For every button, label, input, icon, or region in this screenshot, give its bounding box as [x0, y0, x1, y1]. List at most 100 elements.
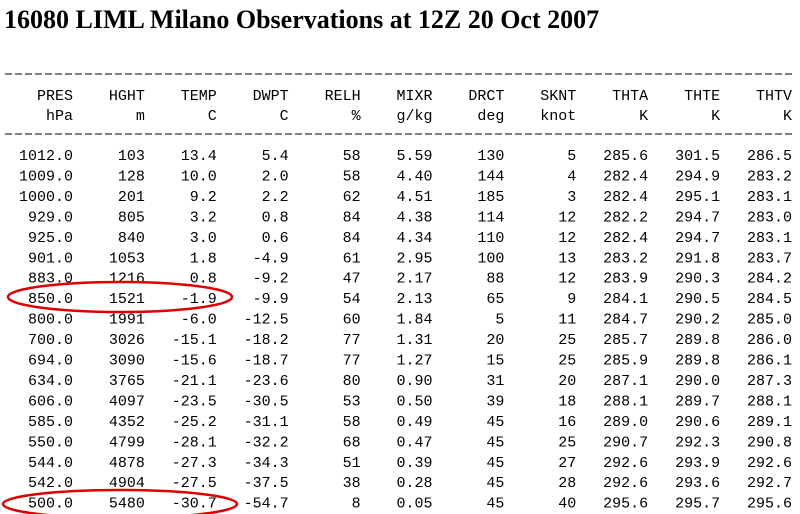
column-header: K [783, 108, 792, 125]
table-cell: 0.8 [190, 271, 217, 288]
table-cell: 18 [558, 393, 576, 410]
table-cell: 68 [343, 434, 361, 451]
table-cell: 54 [343, 291, 361, 308]
table-cell: -18.2 [244, 332, 289, 349]
table-cell: 20 [558, 373, 576, 390]
table-cell: 3 [567, 189, 576, 206]
table-cell: 0.05 [396, 496, 432, 513]
table-cell: 290.8 [747, 434, 792, 451]
table-cell: 4.40 [396, 168, 432, 185]
table-cell: 39 [486, 393, 504, 410]
table-cell: 40 [558, 496, 576, 513]
table-cell: 0.90 [396, 373, 432, 390]
table-cell: 5 [567, 148, 576, 165]
column-header: SKNT [540, 88, 576, 105]
table-cell: -27.5 [172, 475, 217, 492]
table-cell: 28 [558, 475, 576, 492]
table-cell: 1000.0 [19, 189, 73, 206]
table-cell: 500.0 [28, 496, 73, 513]
table-cell: 2.0 [262, 168, 289, 185]
column-header: THTV [756, 88, 792, 105]
table-cell: 16 [558, 414, 576, 431]
table-cell: 0.39 [396, 455, 432, 472]
table-cell: 1.84 [396, 312, 432, 329]
table-cell: 4.34 [396, 230, 432, 247]
table-cell: 9.2 [190, 189, 217, 206]
table-cell: 550.0 [28, 434, 73, 451]
table: PRES hPa HGHT m TEMP C DWPT C RELH% MIXR g/kg DRCT d… [19, 88, 792, 513]
table-cell: 283.1 [747, 230, 792, 247]
table-cell: 800.0 [28, 312, 73, 329]
table-cell: 301.5 [675, 148, 720, 165]
table-cell: 103 [118, 148, 145, 165]
table-cell: 295.6 [603, 496, 648, 513]
column-header: PRES [37, 88, 73, 105]
table-cell: 12 [558, 230, 576, 247]
table-cell: 694.0 [28, 353, 73, 370]
table-cell: 2.17 [396, 271, 432, 288]
table-cell: 805 [118, 209, 145, 226]
table-cell: 3.2 [190, 209, 217, 226]
column-header: HGHT [109, 88, 145, 105]
table-cell: 700.0 [28, 332, 73, 349]
table-cell: 283.9 [603, 271, 648, 288]
table-cell: 1.31 [396, 332, 432, 349]
table-cell: 0.50 [396, 393, 432, 410]
table-cell: 53 [343, 393, 361, 410]
table-cell: 12 [558, 209, 576, 226]
table-cell: 292.7 [747, 475, 792, 492]
table-cell: -25.2 [172, 414, 217, 431]
table-cell: -30.7 [172, 496, 217, 513]
table-cell: -31.1 [244, 414, 289, 431]
table-cell: 4.51 [396, 189, 432, 206]
table-cell: 290.6 [675, 414, 720, 431]
table-cell: 295.6 [747, 496, 792, 513]
table-cell: -32.2 [244, 434, 289, 451]
table-cell: 283.2 [747, 168, 792, 185]
column-header: knot [540, 108, 576, 125]
table-cell: 292.6 [747, 455, 792, 472]
column-header: C [280, 108, 289, 125]
table-cell: 27 [558, 455, 576, 472]
table-cell: 294.7 [675, 230, 720, 247]
table-cell: 128 [118, 168, 145, 185]
table-cell: 288.1 [747, 393, 792, 410]
table-cell: 290.0 [675, 373, 720, 390]
table-cell: 292.3 [675, 434, 720, 451]
table-cell: -27.3 [172, 455, 217, 472]
table-cell: 25 [558, 353, 576, 370]
table-cell: 291.8 [675, 250, 720, 267]
column-header: C [208, 108, 217, 125]
table-cell: 4799 [109, 434, 145, 451]
table-cell: 286.1 [747, 353, 792, 370]
table-cell: 77 [343, 353, 361, 370]
table-cell: 88 [486, 271, 504, 288]
table-cell: 31 [486, 373, 504, 390]
table-cell: 2.13 [396, 291, 432, 308]
table-cell: 12 [558, 271, 576, 288]
table-cell: 114 [477, 209, 504, 226]
highlight-ellipse [1, 488, 239, 514]
table-cell: 283.1 [747, 189, 792, 206]
table-cell: 4.38 [396, 209, 432, 226]
table-cell: 8 [352, 496, 361, 513]
table-cell: 45 [486, 434, 504, 451]
table-cell: 1216 [109, 271, 145, 288]
table-cell: -9.2 [253, 271, 289, 288]
table-cell: 60 [343, 312, 361, 329]
table-cell: 290.5 [675, 291, 720, 308]
table-cell: -21.1 [172, 373, 217, 390]
table-cell: 11 [558, 312, 576, 329]
table-cell: -34.3 [244, 455, 289, 472]
table-cell: 80 [343, 373, 361, 390]
column-header: g/kg [396, 108, 432, 125]
table-cell: 13.4 [181, 148, 217, 165]
table-cell: 5.4 [262, 148, 289, 165]
table-cell: 61 [343, 250, 361, 267]
table-cell: 77 [343, 332, 361, 349]
table-cell: 1012.0 [19, 148, 73, 165]
table-cell: 294.9 [675, 168, 720, 185]
table-cell: 0.28 [396, 475, 432, 492]
table-cell: 62 [343, 189, 361, 206]
